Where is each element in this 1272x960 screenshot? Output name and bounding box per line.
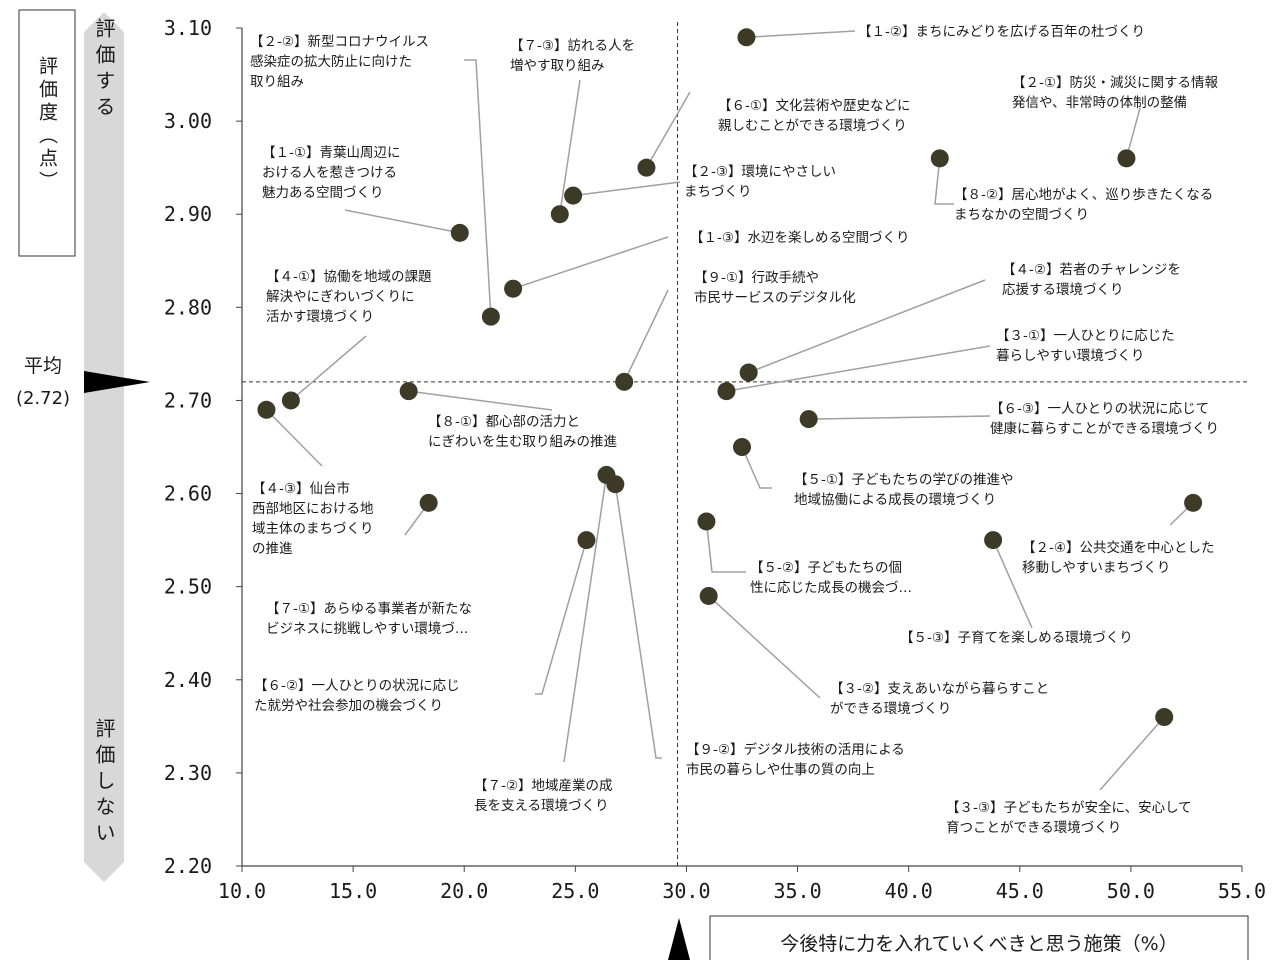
point-label: 【２-④】公共交通を中心とした移動しやすいまちづくり [1022, 539, 1214, 576]
point-label: 【９-②】デジタル技術の活用による市民の暮らしや仕事の質の向上 [686, 741, 905, 778]
y-arrow-bottom-text: 評価しない [92, 718, 116, 848]
leader-line [809, 416, 990, 419]
x-tick-label: 10.0 [218, 879, 266, 903]
point-label: 【７-①】あらゆる事業者が新たなビジネスに挑戦しやすい環境づ… [266, 601, 472, 637]
point-label: 【５-③】子育てを楽しめる環境づくり [900, 630, 1133, 646]
y-arrow-top-text: 評価する [92, 18, 116, 122]
data-point [700, 587, 718, 605]
x-tick-label: 25.0 [551, 879, 599, 903]
data-point [564, 187, 582, 205]
leader-line [464, 60, 491, 317]
point-label: 【６-①】文化芸術や歴史などに親しむことができる環境づくり [718, 98, 910, 134]
point-label: 【１-②】まちにみどりを広げる百年の杜づくり [858, 24, 1145, 40]
x-tick-label: 55.0 [1218, 879, 1266, 903]
point-label: 【４-③】仙台市西部地区における地域主体のまちづくりの推進 [252, 480, 374, 557]
x-tick-label: 35.0 [773, 879, 821, 903]
average-label: 平均 [24, 355, 62, 377]
data-point [733, 438, 751, 456]
point-label: 【９-①】行政手続や市民サービスのデジタル化 [694, 270, 856, 306]
leader-line [266, 410, 322, 466]
point-label: 【７-③】訪れる人を増やす取り組み [510, 38, 635, 74]
data-point [717, 382, 735, 400]
leader-line [345, 210, 460, 233]
data-point [737, 28, 755, 46]
leader-line [646, 92, 690, 168]
point-label: 【７-②】地域産業の成長を支える環境づくり [474, 778, 612, 814]
y-tick-label: 2.60 [164, 482, 212, 506]
y-tick-label: 2.20 [164, 854, 212, 878]
leader-line [573, 182, 680, 196]
point-label: 【１-①】青葉山周辺における人を惹きつける魅力ある空間づくり [262, 145, 400, 201]
data-point [257, 401, 275, 419]
leader-line [513, 237, 668, 289]
x-tick-label: 15.0 [329, 879, 377, 903]
leader-line [706, 521, 746, 572]
x-tick-label: 50.0 [1107, 879, 1155, 903]
x-tick-label: 20.0 [440, 879, 488, 903]
point-label: 【４-①】協働を地域の課題解決やにぎわいづくりに活かす環境づくり [266, 269, 432, 325]
point-label: 【８-①】都心部の活力とにぎわいを生む取り組みの推進 [428, 414, 617, 450]
data-point [451, 224, 469, 242]
y-tick-label: 3.10 [164, 16, 212, 40]
data-point [984, 531, 1002, 549]
y-tick-label: 3.00 [164, 109, 212, 133]
point-label: 【１-③】水辺を楽しめる空間づくり [690, 230, 909, 246]
point-label: 【５-①】子どもたちの学びの推進や地域協働による成長の環境づくり [794, 472, 1013, 508]
data-point [1117, 149, 1135, 167]
data-point [504, 280, 522, 298]
leader-line [726, 346, 990, 391]
point-label: 【４-②】若者のチャレンジを応援する環境づくり [1002, 262, 1181, 298]
data-point [551, 205, 569, 223]
point-label: 【６-②】一人ひとりの状況に応じた就労や社会参加の機会づくり [254, 678, 460, 714]
leader-line [291, 336, 366, 400]
point-labels: 【１-②】まちにみどりを広げる百年の杜づくり【２-①】防災・減災に関する情報発信… [250, 24, 1219, 836]
data-point [606, 475, 624, 493]
average-value: (2.72) [16, 388, 70, 409]
data-point [740, 364, 758, 382]
data-point [637, 159, 655, 177]
x-average-pointer-arrow [668, 918, 690, 960]
y-tick-label: 2.30 [164, 761, 212, 785]
data-point [282, 391, 300, 409]
data-point [615, 373, 633, 391]
x-tick-label: 45.0 [996, 879, 1044, 903]
y-tick-label: 2.70 [164, 388, 212, 412]
data-point [400, 382, 418, 400]
data-point [931, 149, 949, 167]
data-point [482, 308, 500, 326]
leader-line [624, 290, 668, 382]
y-tick-label: 2.50 [164, 575, 212, 599]
point-label: 【６-③】一人ひとりの状況に応じて健康に暮らすことができる環境づくり [990, 401, 1219, 437]
leader-line [746, 31, 855, 37]
y-tick-label: 2.40 [164, 668, 212, 692]
leader-line [535, 540, 586, 694]
y-tick-label: 2.90 [164, 202, 212, 226]
point-label: 【８-②】居心地がよく、巡り歩きたくなるまちなかの空間づくり [954, 187, 1213, 223]
data-point [1155, 708, 1173, 726]
data-point [697, 512, 715, 530]
y-tick-label: 2.80 [164, 295, 212, 319]
point-label: 【５-②】子どもたちの個性に応じた成長の機会づ… [750, 560, 912, 596]
leader-line [615, 484, 662, 758]
x-axis-title: 今後特に力を入れていくべきと思う施策（%） [780, 933, 1178, 955]
leader-line [564, 475, 606, 762]
data-point [420, 494, 438, 512]
leader-line [709, 596, 820, 698]
data-point [577, 531, 595, 549]
data-point [1184, 494, 1202, 512]
point-label: 【２-①】防災・減災に関する情報発信や、非常時の体制の整備 [1012, 74, 1218, 111]
point-label: 【２-③】環境にやさしいまちづくり [684, 164, 836, 200]
point-label: 【２-②】新型コロナウイルス感染症の拡大防止に向けた取り組み [250, 34, 429, 90]
point-label: 【３-①】一人ひとりに応じた暮らしやすい環境づくり [996, 328, 1175, 364]
x-tick-label: 40.0 [885, 879, 933, 903]
point-label: 【３-②】支えあいながら暮らすことができる環境づくり [830, 681, 1049, 717]
point-label: 【３-③】子どもたちが安全に、安心して育つことができる環境づくり [946, 799, 1192, 836]
y-axis-title: 評価度（点） [36, 56, 58, 194]
x-tick-label: 30.0 [662, 879, 710, 903]
data-point [800, 410, 818, 428]
leader-line [409, 391, 552, 410]
leader-line [1100, 717, 1164, 790]
